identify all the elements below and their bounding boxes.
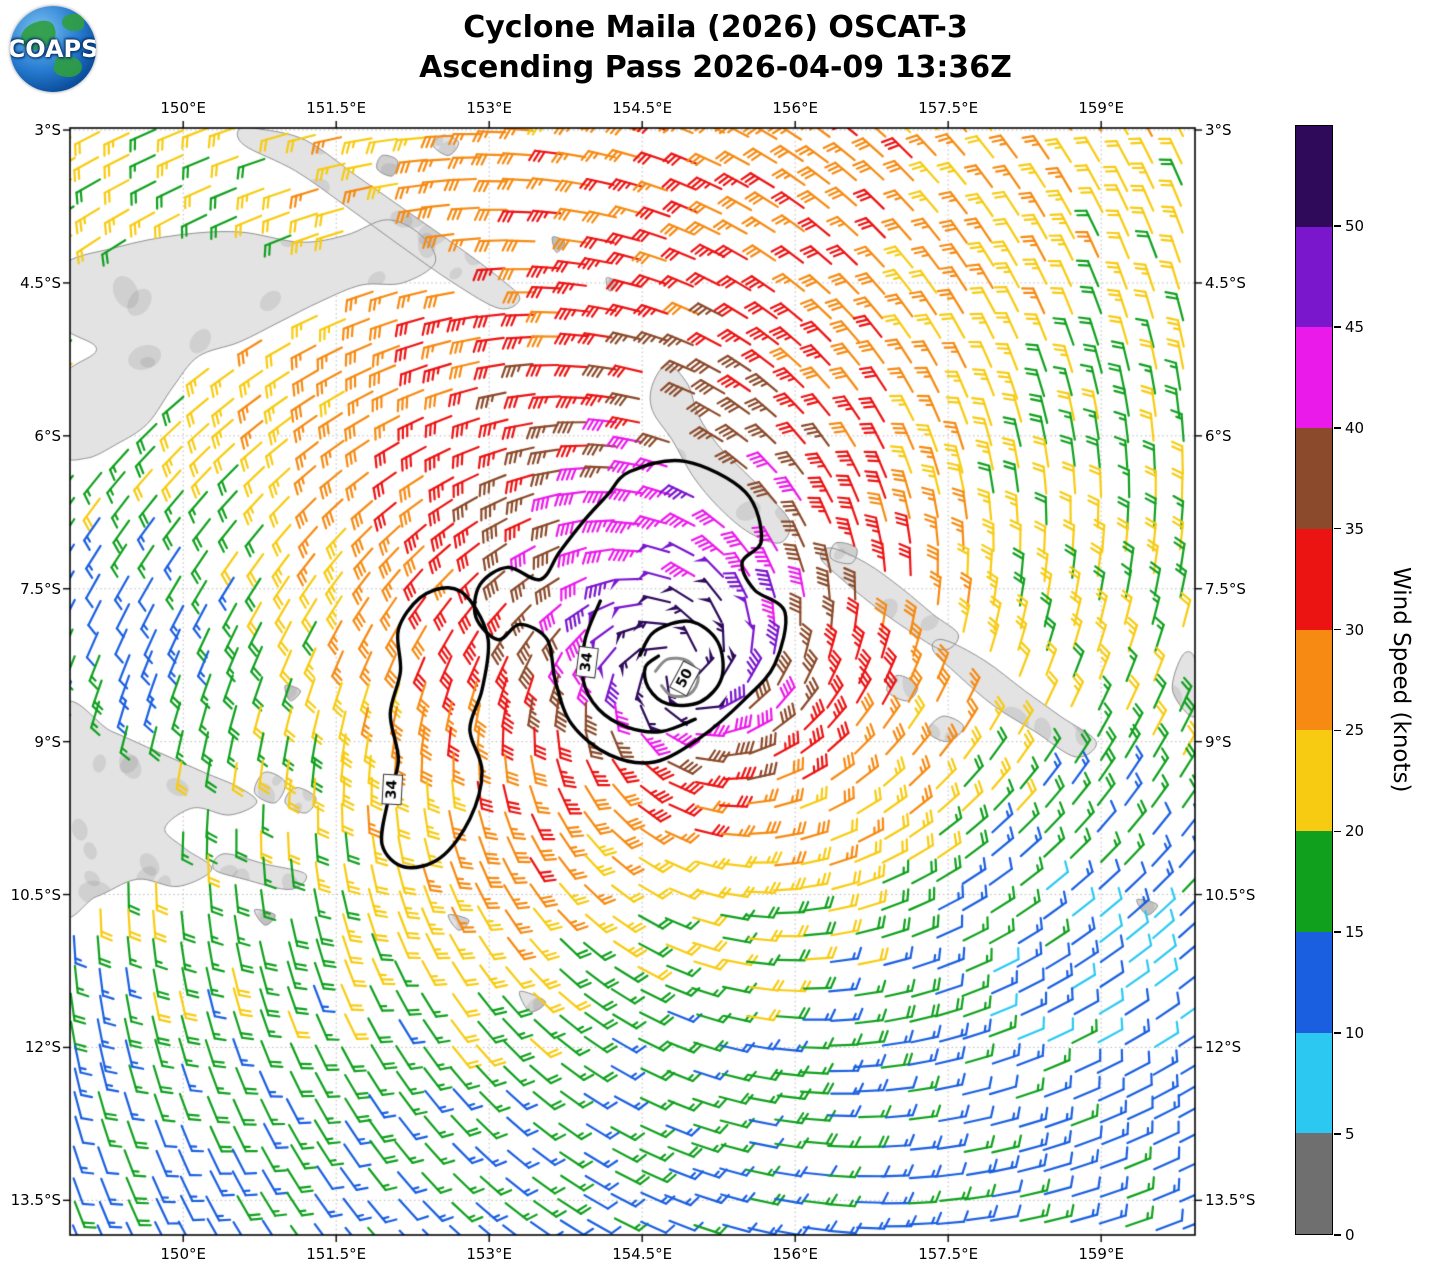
colorbar-segment [1296, 629, 1332, 731]
colorbar-tick-mark [1334, 326, 1341, 328]
colorbar-tick-mark [1334, 527, 1341, 530]
colorbar-tick-mark [1334, 1032, 1341, 1034]
y-tick-label-left: 4.5°S [20, 273, 61, 292]
colorbar-tick-label: 40 [1345, 418, 1365, 437]
y-tick-label-left: 12°S [24, 1038, 61, 1057]
colorbar-segment [1296, 931, 1332, 1033]
colorbar-segment [1296, 327, 1332, 429]
colorbar-title: Wind Speed (knots) [1388, 567, 1414, 793]
colorbar-tick-label: 0 [1345, 1226, 1355, 1244]
colorbar-tick-mark [1334, 1234, 1341, 1236]
colorbar-tick-label: 35 [1345, 519, 1365, 538]
colorbar-tick-label: 10 [1345, 1024, 1365, 1043]
x-tick-label-top: 151.5°E [306, 99, 367, 117]
colorbar-tick-label: 20 [1345, 822, 1365, 841]
colorbar-tick-label: 30 [1345, 620, 1365, 639]
x-tick-label-bottom: 157.5°E [918, 1245, 979, 1263]
y-tick-label-left: 13.5°S [10, 1191, 61, 1210]
colorbar-tick-label: 25 [1345, 721, 1365, 740]
y-tick-label-right: 9°S [1205, 732, 1232, 751]
colorbar-tick-mark [1334, 225, 1341, 227]
x-tick-label-top: 159°E [1078, 99, 1124, 117]
x-tick-label-bottom: 150°E [160, 1245, 206, 1263]
colorbar-segment [1296, 428, 1332, 529]
x-tick-label-bottom: 153°E [466, 1245, 512, 1263]
x-tick-label-top: 156°E [772, 99, 818, 117]
colorbar-tick-mark [1334, 729, 1341, 732]
colorbar-segment [1296, 1032, 1332, 1134]
x-tick-label-bottom: 156°E [772, 1245, 818, 1263]
y-tick-label-left: 6°S [34, 426, 61, 445]
colorbar-tick-mark [1334, 830, 1341, 833]
colorbar-tick-mark [1334, 931, 1341, 934]
y-tick-label-right: 3°S [1205, 121, 1232, 140]
y-tick-label-right: 6°S [1205, 426, 1232, 445]
x-tick-label-top: 157.5°E [918, 99, 979, 117]
x-tick-label-top: 154.5°E [612, 99, 673, 117]
colorbar-tick-label: 45 [1345, 317, 1365, 336]
colorbar-segment [1296, 831, 1332, 932]
y-tick-label-right: 4.5°S [1205, 273, 1246, 292]
colorbar-segment [1296, 730, 1332, 832]
colorbar-tick-mark [1334, 1133, 1341, 1135]
colorbar-tick-label: 5 [1345, 1125, 1355, 1144]
y-tick-label-left: 3°S [34, 121, 61, 140]
colorbar [1295, 125, 1333, 1235]
y-tick-label-right: 7.5°S [1205, 579, 1246, 598]
y-tick-label-right: 13.5°S [1205, 1191, 1256, 1210]
colorbar-segment [1296, 126, 1332, 227]
colorbar-tick-label: 15 [1345, 923, 1365, 942]
colorbar-segment [1296, 528, 1332, 630]
x-tick-label-bottom: 159°E [1078, 1245, 1124, 1263]
x-tick-label-bottom: 154.5°E [612, 1245, 673, 1263]
colorbar-segment [1296, 1133, 1332, 1235]
y-tick-label-left: 7.5°S [20, 579, 61, 598]
colorbar-tick-mark [1334, 426, 1341, 429]
colorbar-tick-mark [1334, 628, 1341, 631]
y-tick-label-left: 9°S [34, 732, 61, 751]
colorbar-tick-label: 50 [1345, 216, 1365, 235]
y-tick-label-right: 10.5°S [1205, 885, 1256, 904]
x-tick-label-top: 153°E [466, 99, 512, 117]
y-tick-label-left: 10.5°S [10, 885, 61, 904]
x-tick-label-top: 150°E [160, 99, 206, 117]
colorbar-segment [1296, 226, 1332, 328]
y-tick-label-right: 12°S [1205, 1038, 1242, 1057]
x-tick-label-bottom: 151.5°E [306, 1245, 367, 1263]
